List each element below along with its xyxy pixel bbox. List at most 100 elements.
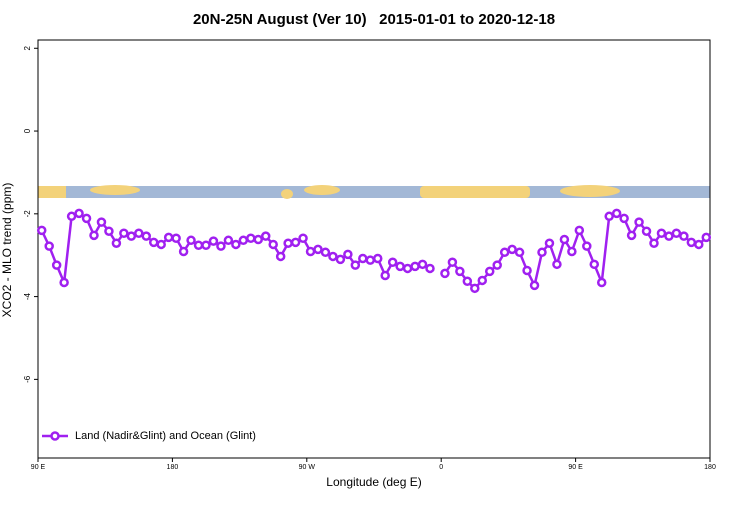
data-point: [51, 260, 62, 270]
data-point: [365, 255, 376, 265]
data-point: [343, 249, 353, 260]
data-point: [619, 213, 629, 224]
data-point: [178, 246, 189, 257]
data-point: [216, 241, 226, 251]
data-point: [126, 231, 137, 241]
data-point: [223, 235, 234, 246]
data-point: [425, 263, 435, 274]
data-point: [544, 238, 555, 248]
data-point: [59, 277, 69, 288]
data-point: [537, 247, 547, 258]
data-point: [671, 228, 682, 239]
data-point: [186, 235, 196, 246]
data-point: [417, 259, 428, 270]
data-point: [492, 260, 502, 270]
data-point: [163, 232, 174, 243]
data-point: [201, 240, 211, 251]
data-point: [656, 228, 667, 239]
data-point: [514, 247, 525, 258]
data-point: [440, 268, 450, 279]
data-point: [320, 247, 331, 258]
data-point: [470, 283, 480, 294]
x-tick-label: 0: [439, 464, 443, 471]
y-tick-label: 0: [23, 128, 32, 133]
data-point: [134, 228, 144, 239]
data-point: [328, 251, 338, 262]
data-point: [552, 259, 562, 270]
data-point: [290, 237, 301, 248]
data-point: [559, 234, 570, 245]
x-tick-label: 90 E: [568, 464, 583, 471]
map-strip: [38, 185, 710, 199]
data-point: [268, 239, 278, 250]
data-point: [358, 253, 368, 264]
data-point: [96, 217, 107, 227]
y-tick-label: 2: [23, 46, 32, 51]
data-point: [679, 231, 689, 241]
x-axis-label: Longitude (deg E): [326, 475, 421, 489]
data-point: [193, 240, 204, 251]
data-point: [66, 211, 77, 222]
data-point: [582, 241, 592, 251]
data-point: [395, 261, 405, 272]
data-point: [119, 228, 129, 239]
data-point: [507, 244, 517, 255]
data-point: [567, 246, 577, 257]
data-point: [350, 260, 361, 270]
data-point: [589, 259, 600, 270]
data-point: [89, 230, 99, 241]
data-point: [626, 230, 637, 241]
data-point: [238, 235, 249, 246]
y-axis-label: XCO2 - MLO trend (ppm): [0, 183, 14, 318]
data-point: [372, 253, 383, 264]
y-tick-label: -4: [23, 292, 32, 300]
data-point: [380, 270, 390, 281]
data-point: [649, 238, 659, 248]
data-point: [522, 265, 532, 276]
data-point: [44, 241, 54, 251]
x-tick-label: 180: [704, 464, 716, 471]
data-point: [694, 239, 704, 250]
data-point: [36, 225, 47, 236]
data-point: [387, 257, 398, 267]
data-point: [664, 231, 674, 241]
data-point: [246, 233, 256, 243]
x-tick-label: 90 E: [31, 464, 46, 471]
data-point: [81, 213, 92, 224]
data-point: [171, 233, 181, 243]
data-point: [574, 225, 585, 236]
data-point: [141, 231, 152, 241]
data-point: [148, 237, 159, 248]
data-point: [335, 254, 346, 265]
data-point: [253, 234, 264, 245]
data-point: [298, 233, 308, 243]
data-point: [283, 238, 293, 248]
data-point: [462, 276, 473, 287]
data-point: [231, 239, 241, 250]
legend-marker: [50, 431, 60, 441]
legend-label: Land (Nadir&Glint) and Ocean (Glint): [75, 430, 256, 442]
data-point: [641, 226, 652, 236]
data-point: [499, 247, 510, 258]
data-point: [686, 237, 697, 248]
data-point: [156, 239, 166, 250]
data-point: [611, 208, 622, 219]
data-point: [410, 261, 420, 272]
y-tick-label: -6: [23, 375, 32, 383]
data-point: [313, 244, 323, 255]
data-point: [74, 208, 84, 219]
data-point: [529, 280, 540, 291]
data-point: [305, 246, 316, 257]
x-tick-label: 180: [167, 464, 179, 471]
data-point: [604, 211, 614, 222]
data-point: [275, 251, 286, 262]
data-point: [111, 238, 122, 248]
data-point: [455, 266, 465, 277]
data-point: [477, 275, 488, 286]
y-tick-label: -2: [23, 210, 32, 218]
data-point: [104, 226, 114, 236]
data-point: [447, 257, 458, 267]
data-point: [402, 263, 413, 274]
